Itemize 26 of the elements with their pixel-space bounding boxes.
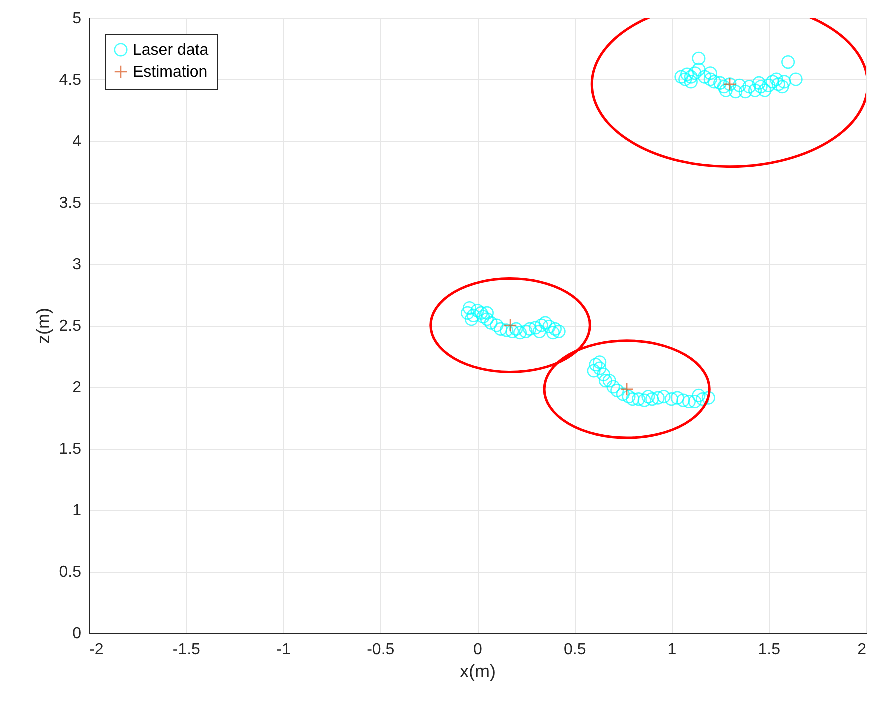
x-tick-label: -1.5 [172, 642, 201, 658]
y-tick-label: 4.5 [59, 72, 82, 89]
y-tick-label: 5 [72, 10, 82, 28]
x-tick-label: 0.5 [564, 642, 586, 658]
legend-label: Estimation [133, 64, 208, 81]
y-axis-title: z(m) [33, 308, 54, 344]
x-tick-label: 1.5 [758, 642, 781, 658]
y-tick-label: 3 [72, 256, 82, 274]
y-tick-label: 2.5 [59, 318, 82, 335]
x-tick-label: 2 [858, 642, 867, 658]
y-tick-label: 1.5 [59, 441, 82, 458]
y-tick-label: 2 [72, 380, 82, 396]
legend-label: Laser data [133, 42, 209, 59]
y-tick-label: 0.5 [59, 564, 82, 581]
y-tick-label: 4 [72, 134, 82, 150]
x-axis-title: x(m) [460, 662, 496, 682]
point [620, 382, 634, 396]
x-tick-label: -2 [90, 642, 104, 658]
x-tick-label: 1 [668, 642, 677, 658]
y-tick-label: 3.5 [59, 195, 82, 212]
x-tick-label: 0 [474, 642, 483, 658]
y-tick-label: 1 [72, 502, 82, 520]
point [504, 318, 518, 332]
x-tick-label: -1 [276, 642, 291, 658]
y-tick-label: 0 [72, 626, 82, 642]
x-tick-label: -0.5 [367, 642, 395, 658]
